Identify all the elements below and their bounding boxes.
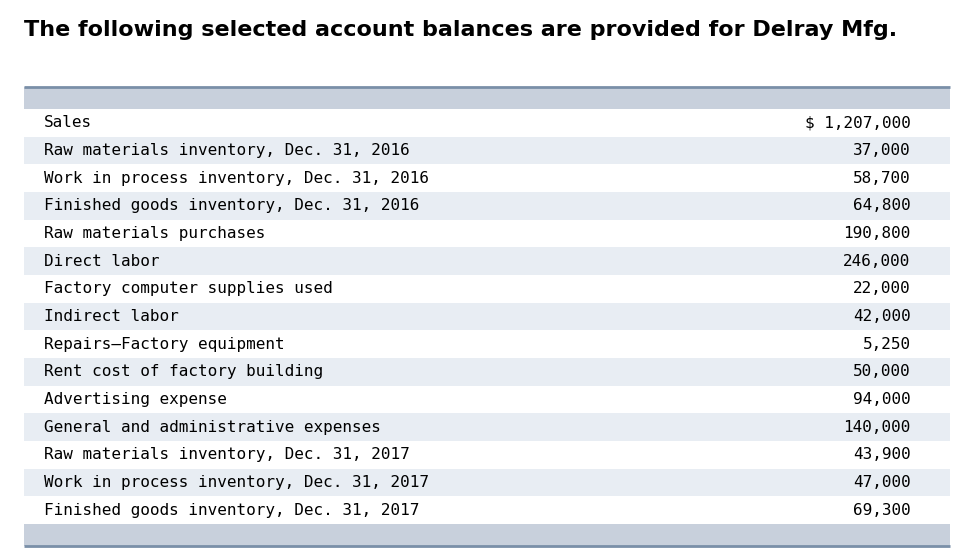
FancyBboxPatch shape bbox=[24, 87, 950, 109]
FancyBboxPatch shape bbox=[24, 302, 950, 330]
FancyBboxPatch shape bbox=[24, 247, 950, 275]
Text: Work in process inventory, Dec. 31, 2017: Work in process inventory, Dec. 31, 2017 bbox=[44, 475, 429, 490]
FancyBboxPatch shape bbox=[24, 441, 950, 469]
Text: Finished goods inventory, Dec. 31, 2016: Finished goods inventory, Dec. 31, 2016 bbox=[44, 198, 419, 213]
FancyBboxPatch shape bbox=[24, 137, 950, 164]
Text: Finished goods inventory, Dec. 31, 2017: Finished goods inventory, Dec. 31, 2017 bbox=[44, 503, 419, 517]
Text: Indirect labor: Indirect labor bbox=[44, 309, 178, 324]
FancyBboxPatch shape bbox=[24, 275, 950, 302]
Text: 94,000: 94,000 bbox=[853, 392, 911, 407]
Text: 58,700: 58,700 bbox=[853, 171, 911, 185]
Text: 50,000: 50,000 bbox=[853, 364, 911, 379]
Text: 43,900: 43,900 bbox=[853, 447, 911, 462]
Text: Raw materials inventory, Dec. 31, 2017: Raw materials inventory, Dec. 31, 2017 bbox=[44, 447, 410, 462]
FancyBboxPatch shape bbox=[24, 164, 950, 192]
Text: $ 1,207,000: $ 1,207,000 bbox=[805, 115, 911, 130]
Text: Direct labor: Direct labor bbox=[44, 254, 160, 269]
Text: 22,000: 22,000 bbox=[853, 281, 911, 296]
FancyBboxPatch shape bbox=[24, 469, 950, 496]
Text: 64,800: 64,800 bbox=[853, 198, 911, 213]
Text: The following selected account balances are provided for Delray Mfg.: The following selected account balances … bbox=[24, 20, 897, 40]
Text: 246,000: 246,000 bbox=[843, 254, 911, 269]
Text: 37,000: 37,000 bbox=[853, 143, 911, 158]
Text: 42,000: 42,000 bbox=[853, 309, 911, 324]
FancyBboxPatch shape bbox=[24, 330, 950, 358]
Text: Rent cost of factory building: Rent cost of factory building bbox=[44, 364, 323, 379]
Text: 69,300: 69,300 bbox=[853, 503, 911, 517]
FancyBboxPatch shape bbox=[24, 413, 950, 441]
Text: Factory computer supplies used: Factory computer supplies used bbox=[44, 281, 332, 296]
Text: Advertising expense: Advertising expense bbox=[44, 392, 227, 407]
FancyBboxPatch shape bbox=[24, 496, 950, 524]
Text: Raw materials purchases: Raw materials purchases bbox=[44, 226, 265, 241]
Text: 190,800: 190,800 bbox=[843, 226, 911, 241]
Text: 140,000: 140,000 bbox=[843, 419, 911, 435]
Text: Repairs–Factory equipment: Repairs–Factory equipment bbox=[44, 337, 284, 352]
FancyBboxPatch shape bbox=[24, 386, 950, 413]
Text: 5,250: 5,250 bbox=[863, 337, 911, 352]
FancyBboxPatch shape bbox=[24, 109, 950, 137]
Text: Sales: Sales bbox=[44, 115, 92, 130]
FancyBboxPatch shape bbox=[24, 192, 950, 220]
Text: 47,000: 47,000 bbox=[853, 475, 911, 490]
FancyBboxPatch shape bbox=[24, 220, 950, 247]
Text: Work in process inventory, Dec. 31, 2016: Work in process inventory, Dec. 31, 2016 bbox=[44, 171, 429, 185]
FancyBboxPatch shape bbox=[24, 524, 950, 546]
Text: General and administrative expenses: General and administrative expenses bbox=[44, 419, 381, 435]
FancyBboxPatch shape bbox=[24, 358, 950, 386]
Text: Raw materials inventory, Dec. 31, 2016: Raw materials inventory, Dec. 31, 2016 bbox=[44, 143, 410, 158]
